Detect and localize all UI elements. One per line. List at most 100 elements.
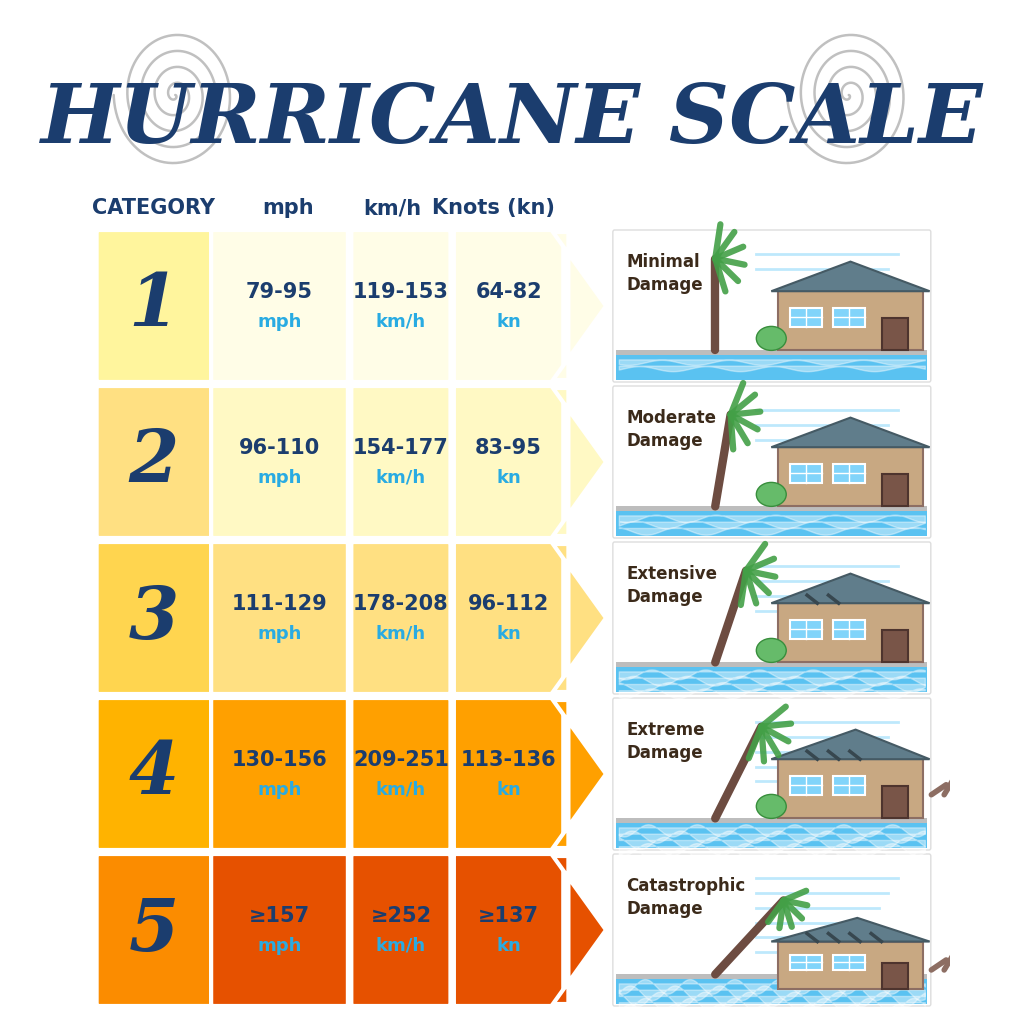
- FancyBboxPatch shape: [454, 542, 563, 694]
- FancyBboxPatch shape: [211, 230, 348, 382]
- Text: km/h: km/h: [376, 625, 426, 643]
- Bar: [778, 603, 923, 663]
- Bar: [790, 308, 821, 327]
- Bar: [616, 667, 928, 692]
- Text: kn: kn: [497, 469, 521, 487]
- Bar: [616, 979, 928, 1004]
- Bar: [834, 464, 865, 482]
- Bar: [616, 663, 928, 692]
- Text: Moderate
Damage: Moderate Damage: [627, 409, 717, 450]
- Polygon shape: [553, 544, 606, 692]
- FancyBboxPatch shape: [96, 230, 211, 382]
- Text: ≥157: ≥157: [249, 906, 310, 926]
- FancyBboxPatch shape: [96, 854, 211, 1006]
- Text: Extensive
Damage: Extensive Damage: [627, 565, 718, 606]
- Text: 64-82: 64-82: [475, 282, 542, 302]
- FancyBboxPatch shape: [96, 542, 211, 694]
- Text: Catastrophic
Damage: Catastrophic Damage: [627, 877, 745, 918]
- FancyBboxPatch shape: [454, 854, 563, 1006]
- Text: 119-153: 119-153: [353, 282, 449, 302]
- Bar: [790, 464, 821, 482]
- Bar: [616, 975, 928, 1004]
- Text: 79-95: 79-95: [246, 282, 313, 302]
- Text: 96-110: 96-110: [239, 438, 321, 458]
- FancyBboxPatch shape: [612, 542, 931, 694]
- Ellipse shape: [757, 795, 786, 818]
- Bar: [834, 954, 865, 970]
- Bar: [778, 941, 923, 989]
- Text: mph: mph: [257, 781, 302, 799]
- Bar: [834, 776, 865, 795]
- Text: 154-177: 154-177: [353, 438, 449, 458]
- Text: mph: mph: [257, 313, 302, 331]
- Text: 130-156: 130-156: [231, 750, 328, 770]
- Polygon shape: [771, 573, 930, 603]
- Text: 113-136: 113-136: [461, 750, 556, 770]
- Text: 111-129: 111-129: [231, 594, 328, 614]
- FancyBboxPatch shape: [211, 854, 348, 1006]
- Text: 178-208: 178-208: [353, 594, 449, 614]
- FancyBboxPatch shape: [612, 854, 931, 1006]
- Bar: [616, 823, 928, 848]
- Bar: [778, 759, 923, 818]
- Text: km/h: km/h: [376, 469, 426, 487]
- FancyBboxPatch shape: [612, 230, 931, 382]
- Text: 96-112: 96-112: [468, 594, 549, 614]
- Polygon shape: [553, 232, 606, 380]
- Text: km/h: km/h: [376, 313, 426, 331]
- Text: mph: mph: [257, 625, 302, 643]
- Bar: [883, 963, 908, 989]
- Bar: [883, 785, 908, 818]
- FancyBboxPatch shape: [211, 386, 348, 538]
- Text: ≥252: ≥252: [371, 906, 431, 926]
- FancyBboxPatch shape: [351, 854, 451, 1006]
- Polygon shape: [553, 856, 606, 1004]
- Bar: [778, 447, 923, 507]
- Ellipse shape: [757, 638, 786, 663]
- Bar: [790, 620, 821, 639]
- Bar: [616, 511, 928, 536]
- Text: km/h: km/h: [376, 781, 426, 799]
- Bar: [834, 308, 865, 327]
- Text: mph: mph: [257, 937, 302, 955]
- Text: kn: kn: [497, 781, 521, 799]
- Bar: [616, 818, 928, 848]
- Text: mph: mph: [262, 198, 314, 218]
- FancyBboxPatch shape: [211, 698, 348, 850]
- Text: CATEGORY: CATEGORY: [91, 198, 214, 218]
- FancyBboxPatch shape: [351, 698, 451, 850]
- Ellipse shape: [757, 482, 786, 507]
- Text: 5: 5: [129, 895, 179, 966]
- Polygon shape: [553, 388, 606, 536]
- Bar: [778, 291, 923, 350]
- Text: 83-95: 83-95: [475, 438, 542, 458]
- Text: HURRICANE SCALE: HURRICANE SCALE: [41, 80, 983, 160]
- Bar: [834, 620, 865, 639]
- Text: Knots (kn): Knots (kn): [432, 198, 555, 218]
- FancyBboxPatch shape: [211, 542, 348, 694]
- Text: km/h: km/h: [364, 198, 422, 218]
- Text: km/h: km/h: [376, 937, 426, 955]
- FancyBboxPatch shape: [612, 698, 931, 850]
- Text: kn: kn: [497, 625, 521, 643]
- FancyBboxPatch shape: [351, 230, 451, 382]
- Polygon shape: [771, 261, 930, 291]
- Text: 1: 1: [129, 270, 179, 341]
- Bar: [790, 776, 821, 795]
- Bar: [616, 350, 928, 380]
- Text: Minimal
Damage: Minimal Damage: [627, 253, 703, 294]
- Text: Extreme
Damage: Extreme Damage: [627, 721, 706, 762]
- FancyBboxPatch shape: [96, 386, 211, 538]
- FancyBboxPatch shape: [612, 386, 931, 538]
- FancyBboxPatch shape: [454, 230, 563, 382]
- Text: 209-251: 209-251: [353, 750, 449, 770]
- Text: mph: mph: [257, 469, 302, 487]
- Text: kn: kn: [497, 937, 521, 955]
- FancyBboxPatch shape: [96, 698, 211, 850]
- Polygon shape: [771, 918, 930, 941]
- Polygon shape: [771, 418, 930, 447]
- Polygon shape: [771, 729, 930, 759]
- Polygon shape: [553, 700, 606, 848]
- Bar: [616, 355, 928, 380]
- Bar: [883, 474, 908, 507]
